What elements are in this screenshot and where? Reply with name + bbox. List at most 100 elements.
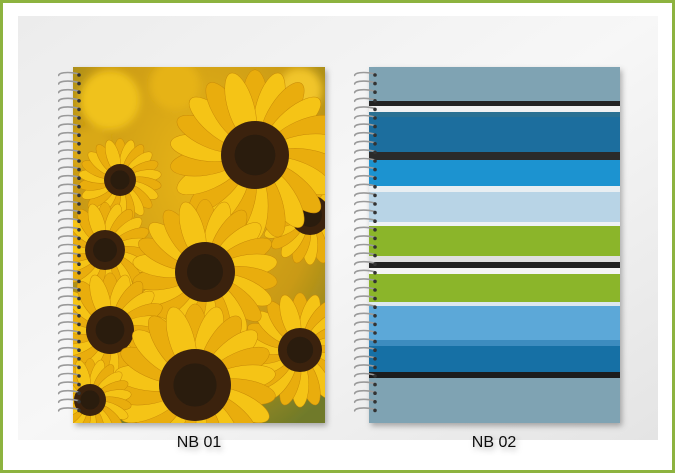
notebook-1[interactable]: NB 01 — [48, 60, 361, 466]
hole — [373, 314, 377, 318]
coil — [353, 389, 376, 395]
hole — [373, 219, 377, 223]
coil — [57, 166, 80, 172]
hole — [77, 305, 81, 310]
hole — [77, 339, 81, 344]
coil — [57, 174, 80, 180]
coil — [353, 407, 376, 412]
hole — [77, 90, 81, 94]
hole — [77, 245, 81, 249]
coil — [57, 183, 80, 189]
hole — [373, 331, 377, 335]
stripe — [369, 378, 620, 423]
hole — [77, 296, 81, 301]
coil — [353, 372, 376, 378]
coil — [353, 381, 376, 387]
coil — [353, 106, 376, 111]
stripe — [369, 152, 620, 160]
hole — [373, 408, 377, 413]
coil — [57, 295, 80, 301]
stripe — [369, 160, 620, 186]
hole — [373, 348, 377, 353]
coil — [353, 252, 376, 258]
hole — [373, 236, 377, 241]
coil — [57, 355, 80, 361]
coil — [57, 252, 80, 258]
coil — [353, 260, 376, 266]
hole — [373, 116, 377, 120]
hole — [77, 150, 81, 155]
hole — [77, 210, 81, 215]
hole — [77, 236, 81, 241]
hole — [373, 279, 377, 284]
stripe — [369, 372, 620, 378]
coil — [57, 209, 80, 215]
stripe — [369, 302, 620, 306]
hole — [373, 228, 377, 232]
coil — [353, 71, 376, 77]
hole — [373, 73, 377, 77]
hole — [373, 107, 377, 112]
hole — [77, 408, 81, 413]
flower-center-inner — [93, 238, 117, 262]
hole — [373, 81, 377, 86]
coil — [353, 243, 376, 249]
flower-center-inner — [80, 390, 100, 410]
stripe — [369, 262, 620, 268]
sunflower — [78, 138, 162, 222]
hole — [77, 262, 81, 267]
coil — [57, 200, 80, 206]
hole — [373, 357, 377, 361]
flower-center-inner — [234, 134, 276, 176]
hole — [373, 391, 377, 396]
coil — [57, 80, 80, 86]
hole — [77, 107, 81, 112]
coil — [57, 243, 80, 249]
coil — [57, 389, 80, 395]
coil — [353, 131, 376, 137]
flower-center-inner — [95, 315, 125, 345]
hole — [373, 322, 377, 327]
hole — [373, 133, 377, 137]
coil — [353, 235, 376, 240]
hole — [373, 288, 377, 292]
hole — [373, 262, 377, 267]
notebook-2[interactable]: NB 02 — [369, 67, 620, 451]
hole — [77, 322, 81, 327]
hole — [77, 167, 81, 172]
stripe — [369, 306, 620, 340]
hole — [77, 357, 81, 361]
hole — [77, 365, 81, 370]
hole — [373, 400, 377, 404]
coil — [57, 157, 80, 163]
hole — [77, 374, 81, 378]
hole — [77, 219, 81, 223]
stripe — [369, 340, 620, 346]
hole — [77, 202, 81, 206]
coil — [353, 329, 376, 335]
hole — [373, 99, 377, 103]
coil — [57, 140, 80, 146]
hole — [77, 253, 81, 258]
coil — [57, 260, 80, 266]
coil — [57, 71, 80, 77]
coil — [353, 355, 376, 361]
coil — [57, 286, 80, 292]
hole — [77, 400, 81, 404]
coil — [57, 235, 80, 240]
stripe — [369, 346, 620, 372]
coil — [353, 157, 376, 163]
hole — [77, 288, 81, 292]
coil — [353, 149, 376, 154]
stripe — [369, 268, 620, 274]
hole — [77, 279, 81, 284]
product-label: NB 01 — [177, 434, 222, 451]
coil — [353, 114, 376, 120]
hole — [77, 99, 81, 103]
hole — [373, 150, 377, 155]
coil — [353, 183, 376, 189]
coil — [353, 209, 376, 215]
coil — [353, 321, 376, 326]
coil — [57, 149, 80, 154]
coil — [57, 131, 80, 137]
